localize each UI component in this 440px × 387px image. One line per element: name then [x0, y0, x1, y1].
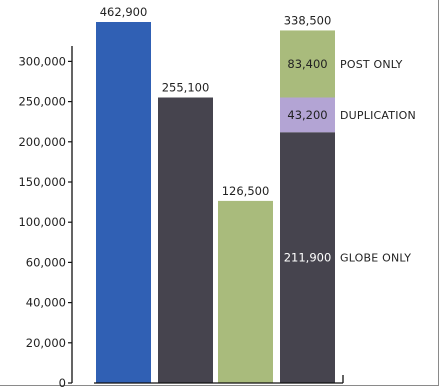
bar-segment — [280, 97, 335, 133]
bar-value-label: 255,100 — [162, 80, 210, 94]
bar — [96, 22, 151, 383]
y-tick-label: 150,000 — [18, 175, 66, 189]
bar — [218, 200, 273, 383]
segment-value-label: 83,400 — [287, 57, 327, 71]
segment-name-label: POST ONLY — [340, 58, 403, 71]
bar-total-label: 338,500 — [284, 13, 332, 27]
segment-value-label: 211,900 — [284, 251, 332, 265]
y-tick-label: 300,000 — [18, 54, 66, 68]
segment-name-label: DUPLICATION — [340, 109, 416, 122]
y-tick-label: 60,000 — [26, 255, 66, 269]
y-tick-label: 40,000 — [26, 296, 66, 310]
y-tick-label: 100,000 — [18, 215, 66, 229]
bar-value-label: 126,500 — [222, 184, 270, 198]
bar-value-label: 462,900 — [100, 5, 148, 19]
y-tick-label: 250,000 — [18, 95, 66, 109]
bar — [158, 97, 213, 383]
y-tick-label: 0 — [59, 376, 66, 387]
segment-name-label: GLOBE ONLY — [340, 252, 411, 265]
segment-value-label: 43,200 — [287, 108, 327, 122]
y-tick-label: 200,000 — [18, 135, 66, 149]
y-tick-label: 20,000 — [26, 336, 66, 350]
bar-segment — [280, 132, 335, 383]
bar-segment — [280, 30, 335, 98]
